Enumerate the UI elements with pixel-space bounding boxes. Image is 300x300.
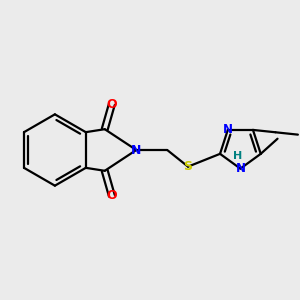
Text: N: N [223,123,233,136]
Text: N: N [236,162,245,175]
Text: O: O [106,98,117,111]
Text: N: N [131,143,142,157]
Text: O: O [106,189,117,202]
Text: H: H [233,151,242,160]
Text: S: S [184,160,193,173]
